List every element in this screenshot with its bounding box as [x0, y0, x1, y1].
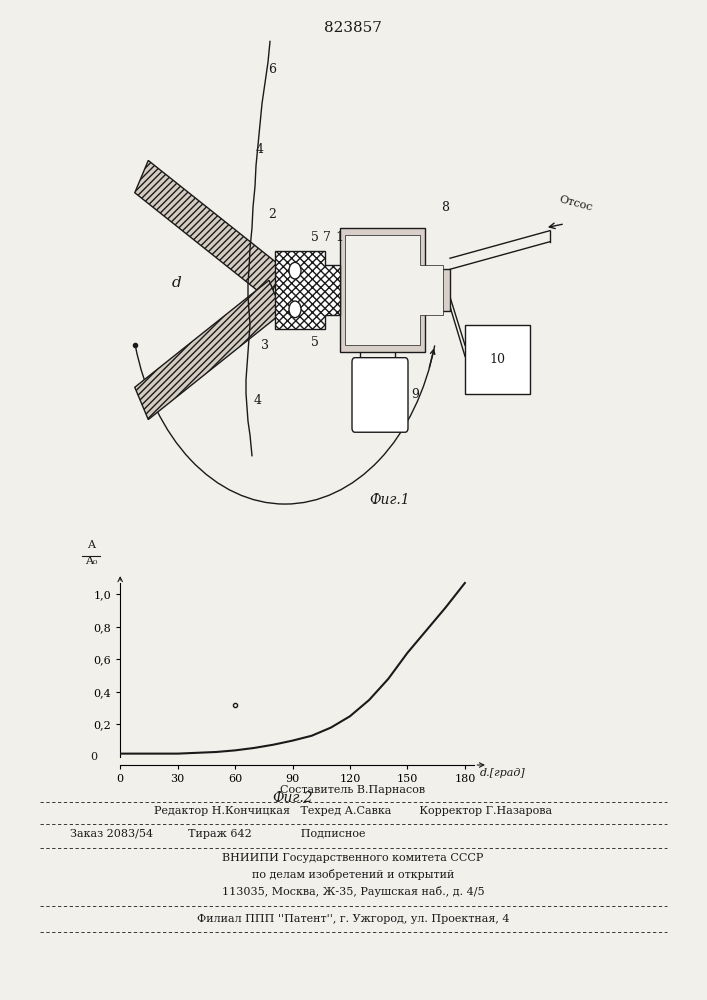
Circle shape	[289, 262, 301, 279]
Text: d.[град]: d.[град]	[480, 768, 526, 778]
Text: Фиг.2: Фиг.2	[272, 791, 312, 805]
Text: 7: 7	[323, 231, 331, 244]
Polygon shape	[135, 280, 283, 420]
Text: 4: 4	[254, 394, 262, 407]
Text: по делам изобретений и открытий: по делам изобретений и открытий	[252, 869, 454, 880]
Text: 2: 2	[268, 208, 276, 221]
FancyBboxPatch shape	[352, 358, 408, 432]
Text: 6: 6	[268, 63, 276, 76]
Polygon shape	[345, 235, 443, 345]
Text: Отсос: Отсос	[558, 195, 594, 213]
Text: ВНИИПИ Государственного комитета СССР: ВНИИПИ Государственного комитета СССР	[222, 853, 484, 863]
Text: 1: 1	[335, 231, 343, 244]
Polygon shape	[135, 160, 283, 300]
Circle shape	[289, 301, 301, 318]
Text: 113035, Москва, Ж-35, Раушская наб., д. 4/5: 113035, Москва, Ж-35, Раушская наб., д. …	[222, 886, 484, 897]
Bar	[465, 325, 530, 394]
Text: 9: 9	[411, 388, 419, 401]
Text: 8: 8	[441, 201, 449, 214]
Text: 4: 4	[256, 143, 264, 156]
Text: 0: 0	[90, 752, 98, 762]
Text: Фиг.1: Фиг.1	[370, 493, 410, 507]
Text: A₀: A₀	[85, 556, 97, 566]
Text: Заказ 2083/54          Тираж 642              Подписное: Заказ 2083/54 Тираж 642 Подписное	[70, 829, 366, 839]
Text: Филиал ППП ''Патент'', г. Ужгород, ул. Проектная, 4: Филиал ППП ''Патент'', г. Ужгород, ул. П…	[197, 914, 509, 924]
Text: 823857: 823857	[324, 21, 382, 35]
Text: 10: 10	[489, 353, 505, 366]
Text: A: A	[87, 540, 95, 550]
Text: Редактор Н.Кончицкая   Техред А.Савка        Корректор Г.Назарова: Редактор Н.Кончицкая Техред А.Савка Корр…	[154, 806, 552, 816]
Text: 5: 5	[311, 336, 319, 349]
Text: 3: 3	[261, 339, 269, 352]
Polygon shape	[275, 251, 340, 329]
Polygon shape	[340, 228, 450, 352]
Text: d: d	[172, 276, 182, 290]
Text: 5: 5	[311, 231, 319, 244]
Text: Составитель В.Парнасов: Составитель В.Парнасов	[281, 785, 426, 795]
